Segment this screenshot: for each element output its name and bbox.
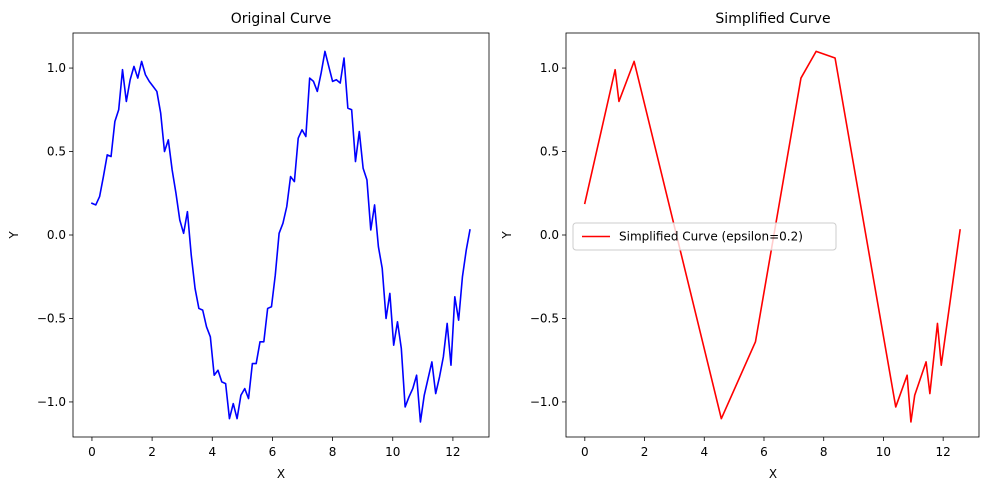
subplot-original-curve: Original Curve X Y 0 2 4 6 8 10 12 −1.0 −0.5 0.0 0… — [7, 11, 490, 481]
x-tick-label: 6 — [269, 445, 277, 459]
subplot-title: Simplified Curve — [715, 11, 830, 27]
y-tick-label: 1.0 — [540, 61, 559, 75]
y-tick-label: 1.0 — [47, 61, 66, 75]
x-tick-label: 8 — [329, 445, 337, 459]
x-tick-label: 4 — [208, 445, 216, 459]
y-tick-label: −1.0 — [37, 395, 66, 409]
subplot-title: Original Curve — [231, 11, 332, 27]
x-tick-label: 6 — [760, 445, 768, 459]
x-tick-label: 2 — [641, 445, 649, 459]
y-axis-label: Y — [500, 231, 514, 240]
x-tick-label: 10 — [876, 445, 891, 459]
series-line-0 — [90, 50, 471, 423]
y-tick-label: 0.5 — [540, 145, 559, 159]
x-tick-label: 4 — [700, 445, 708, 459]
x-tick-label: 0 — [88, 445, 96, 459]
legend-box — [572, 222, 837, 251]
x-tick-label: 12 — [445, 445, 460, 459]
y-tick-label: 0.0 — [47, 228, 66, 242]
x-tick-label: 0 — [581, 445, 589, 459]
x-tick-label: 2 — [148, 445, 156, 459]
y-tick-label: −1.0 — [530, 395, 559, 409]
x-axis-label: X — [769, 467, 777, 481]
y-tick-label: 0.0 — [540, 228, 559, 242]
x-tick-label: 10 — [385, 445, 400, 459]
y-tick-label: −0.5 — [530, 311, 559, 325]
x-axis-label: X — [277, 467, 285, 481]
y-tick-label: 0.5 — [47, 145, 66, 159]
legend: Simplified Curve (epsilon=0.2) — [572, 222, 837, 251]
y-tick-label: −0.5 — [37, 311, 66, 325]
y-axis-label: Y — [7, 231, 21, 240]
subplot-simplified-curve: Simplified Curve X Y 0 2 4 6 8 10 12 −1.0 −0.5 0.… — [500, 11, 980, 481]
x-tick-label: 12 — [936, 445, 951, 459]
legend-entry-label: Simplified Curve (epsilon=0.2) — [619, 230, 803, 244]
series-line-0 — [583, 50, 961, 423]
x-tick-label: 8 — [820, 445, 828, 459]
